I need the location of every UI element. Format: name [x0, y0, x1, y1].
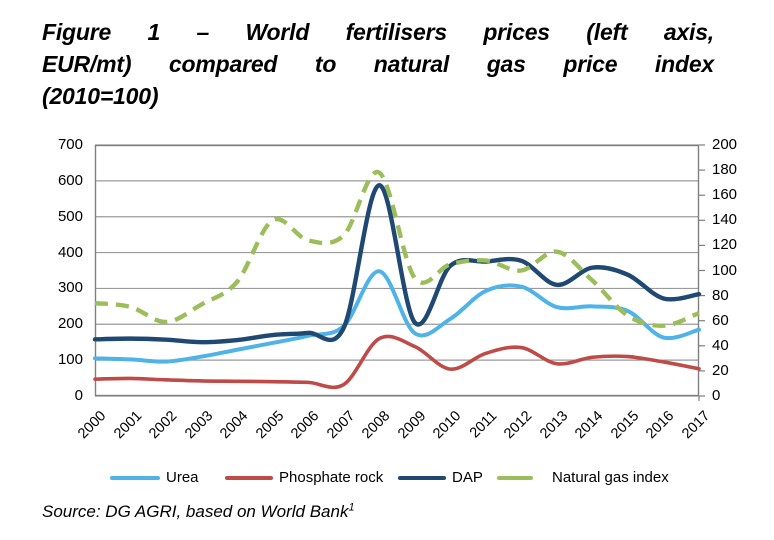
legend-item-natural-gas-index: Natural gas index	[497, 470, 669, 486]
legend-item-urea: Urea	[110, 470, 199, 486]
x-axis-tick-label: 2016	[643, 408, 678, 443]
left-axis-tick-label: 200	[57, 315, 83, 333]
right-axis-tick-label: 60	[712, 311, 729, 329]
figure-title-line-2: EUR/mt) compared to natural gas price in…	[42, 51, 714, 77]
chart-canvas	[92, 144, 705, 401]
x-axis-tick-label: 2000	[75, 408, 110, 443]
x-axis-tick-label: 2015	[608, 408, 643, 443]
legend-item-phosphate-rock: Phosphate rock	[225, 470, 383, 486]
legend-label-dap: DAP	[452, 469, 483, 486]
right-axis-tick-label: 120	[712, 236, 738, 254]
urea-line-swatch	[110, 475, 160, 481]
series-phosphate-rock-line	[93, 334, 701, 390]
right-axis-tick-label: 80	[712, 286, 729, 304]
x-axis-tick-label: 2012	[501, 408, 536, 443]
source-superscript: 1	[348, 501, 355, 514]
x-axis-tick-label: 2001	[110, 408, 145, 443]
legend-label-natural-gas-index: Natural gas index	[552, 469, 669, 486]
right-axis-tick-label: 180	[712, 161, 738, 179]
x-axis-tick-label: 2004	[217, 408, 252, 443]
x-axis-tick-label: 2011	[466, 408, 501, 442]
left-axis-tick-label: 700	[57, 136, 83, 153]
legend-label-urea: Urea	[166, 469, 199, 486]
x-axis-tick-label: 2010	[430, 408, 465, 443]
left-axis-tick-label: 0	[74, 387, 83, 404]
x-axis-tick-label: 2006	[288, 408, 323, 443]
series-urea-line	[93, 269, 701, 364]
legend-item-dap: DAP	[398, 470, 483, 486]
dap-line-swatch	[398, 475, 446, 481]
right-axis-tick-label: 0	[712, 387, 721, 404]
right-axis-tick-label: 20	[712, 361, 729, 379]
figure-title-line-3: (2010=100)	[42, 83, 159, 109]
right-axis-tick-label: 100	[712, 261, 738, 279]
x-axis-tick-label: 2005	[252, 408, 287, 443]
right-axis-tick-label: 200	[712, 136, 738, 153]
x-axis-tick-label: 2013	[537, 408, 572, 443]
figure-title: Figure 1 – World fertilisers prices (lef…	[42, 16, 714, 112]
x-axis-tick-label: 2002	[146, 408, 181, 443]
right-axis-tick-label: 140	[712, 211, 738, 229]
plot-border	[94, 144, 700, 397]
figure-title-line-1: Figure 1 – World fertilisers prices (lef…	[42, 19, 714, 45]
plot-area	[92, 144, 705, 401]
phosphate-rock-line-swatch	[225, 475, 273, 481]
series-dap-line	[92, 182, 702, 345]
source-text: Source: DG AGRI, based on World Bank	[42, 502, 349, 521]
left-axis-tick-label: 400	[57, 243, 83, 261]
left-axis-tick-label: 100	[57, 351, 83, 369]
x-axis-tick-label: 2007	[323, 408, 359, 443]
source-note: Source: DG AGRI, based on World Bank1	[42, 502, 355, 522]
right-axis-tick-label: 40	[712, 336, 729, 354]
legend-label-phosphate-rock: Phosphate rock	[279, 469, 384, 486]
left-axis-tick-label: 500	[57, 207, 83, 225]
x-axis-tick-label: 2014	[572, 408, 607, 443]
left-axis-tick-label: 600	[57, 171, 83, 189]
x-axis-tick-label: 2017	[679, 408, 714, 443]
left-axis-tick-label: 300	[57, 279, 83, 297]
series-natural-gas-index-line	[94, 170, 700, 328]
x-axis-tick-label: 2009	[394, 408, 430, 443]
right-axis-tick-label: 160	[712, 186, 738, 204]
x-axis-tick-label: 2003	[181, 408, 216, 443]
x-axis-tick-label: 2008	[359, 408, 394, 443]
natural-gas-index-line-swatch	[497, 475, 533, 481]
